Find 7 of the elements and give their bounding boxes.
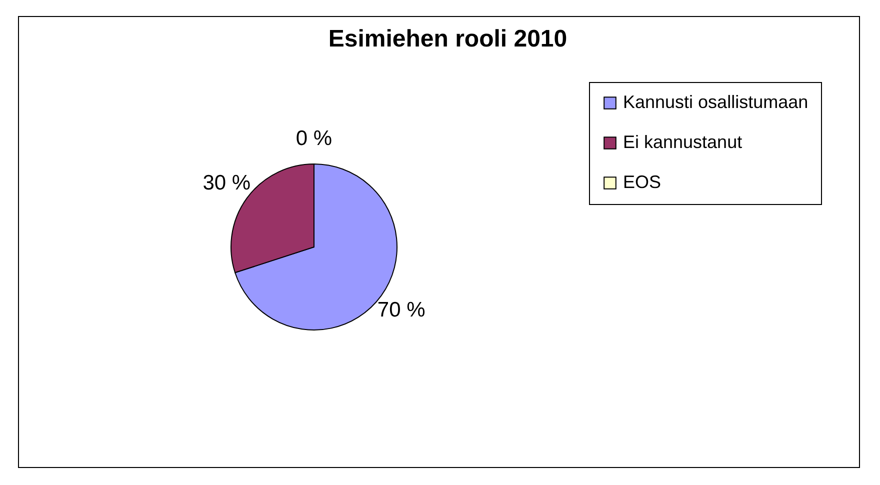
data-label: 30 %: [202, 172, 251, 195]
legend-label: Kannusti osallistumaan: [623, 92, 808, 112]
legend-label: Ei kannustanut: [623, 132, 742, 152]
data-label: 70 %: [377, 298, 426, 322]
text: 0 %: [296, 127, 332, 150]
chart-title: Esimiehen rooli 2010: [328, 26, 568, 52]
legend-label: EOS: [623, 172, 662, 192]
